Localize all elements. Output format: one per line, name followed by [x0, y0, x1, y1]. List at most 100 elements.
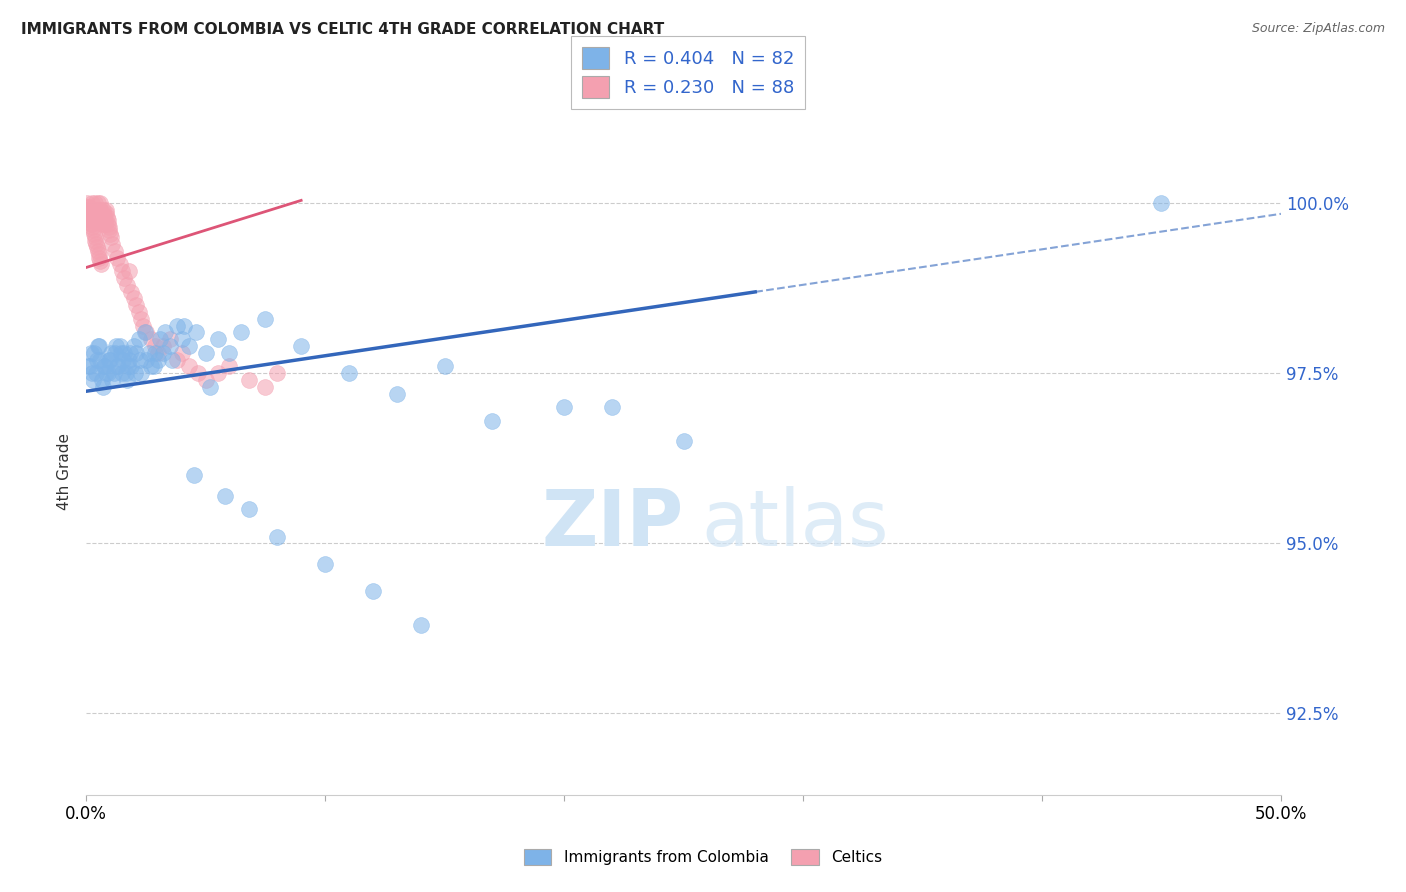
- Point: [266, 366, 288, 380]
- Point: [121, 285, 143, 299]
- Point: [89, 206, 111, 220]
- Point: [153, 326, 176, 340]
- Point: [207, 366, 229, 380]
- Point: [89, 339, 111, 353]
- Point: [200, 380, 222, 394]
- Point: [112, 271, 135, 285]
- Point: [553, 401, 575, 415]
- Legend: Immigrants from Colombia, Celtics: Immigrants from Colombia, Celtics: [517, 843, 889, 871]
- Point: [152, 346, 174, 360]
- Point: [173, 318, 195, 333]
- Point: [97, 217, 120, 231]
- Point: [118, 352, 141, 367]
- Point: [104, 244, 127, 258]
- Point: [87, 196, 110, 211]
- Point: [100, 230, 122, 244]
- Point: [129, 311, 152, 326]
- Point: [84, 234, 107, 248]
- Point: [89, 196, 111, 211]
- Point: [115, 277, 138, 292]
- Point: [266, 529, 288, 543]
- Point: [82, 373, 104, 387]
- Point: [79, 210, 101, 224]
- Point: [218, 359, 240, 374]
- Point: [79, 210, 101, 224]
- Point: [218, 346, 240, 360]
- Point: [83, 227, 105, 241]
- Point: [90, 257, 112, 271]
- Legend: R = 0.404   N = 82, R = 0.230   N = 88: R = 0.404 N = 82, R = 0.230 N = 88: [571, 36, 806, 109]
- Point: [79, 213, 101, 227]
- Point: [254, 380, 277, 394]
- Point: [91, 202, 114, 217]
- Point: [84, 202, 107, 217]
- Point: [194, 346, 217, 360]
- Point: [600, 401, 623, 415]
- Point: [110, 346, 132, 360]
- Point: [132, 318, 155, 333]
- Point: [77, 200, 100, 214]
- Point: [84, 196, 107, 211]
- Point: [128, 332, 150, 346]
- Point: [80, 217, 103, 231]
- Point: [91, 380, 114, 394]
- Point: [187, 366, 209, 380]
- Point: [77, 206, 100, 220]
- Point: [86, 213, 108, 227]
- Point: [86, 352, 108, 367]
- Point: [1150, 196, 1173, 211]
- Point: [134, 326, 156, 340]
- Point: [101, 373, 124, 387]
- Point: [143, 359, 166, 374]
- Point: [103, 366, 125, 380]
- Point: [86, 236, 108, 251]
- Point: [146, 346, 169, 360]
- Point: [105, 359, 128, 374]
- Point: [138, 346, 160, 360]
- Point: [481, 414, 503, 428]
- Point: [177, 339, 200, 353]
- Point: [115, 373, 138, 387]
- Point: [86, 240, 108, 254]
- Point: [145, 346, 167, 360]
- Point: [90, 210, 112, 224]
- Point: [80, 196, 103, 211]
- Point: [238, 373, 260, 387]
- Point: [96, 206, 118, 220]
- Point: [290, 339, 312, 353]
- Point: [77, 202, 100, 217]
- Point: [90, 373, 112, 387]
- Point: [83, 230, 105, 244]
- Point: [125, 298, 148, 312]
- Point: [107, 359, 129, 374]
- Point: [194, 373, 217, 387]
- Point: [83, 346, 105, 360]
- Point: [139, 359, 162, 374]
- Point: [385, 386, 408, 401]
- Point: [112, 352, 135, 367]
- Point: [112, 346, 135, 360]
- Point: [170, 332, 193, 346]
- Point: [93, 359, 115, 374]
- Y-axis label: 4th Grade: 4th Grade: [58, 434, 72, 510]
- Point: [87, 247, 110, 261]
- Point: [166, 352, 188, 367]
- Point: [111, 264, 134, 278]
- Point: [145, 339, 167, 353]
- Point: [82, 223, 104, 237]
- Point: [183, 468, 205, 483]
- Point: [97, 352, 120, 367]
- Point: [96, 366, 118, 380]
- Point: [77, 359, 100, 374]
- Point: [135, 326, 157, 340]
- Point: [89, 251, 111, 265]
- Text: atlas: atlas: [702, 485, 889, 562]
- Point: [135, 352, 157, 367]
- Point: [80, 202, 103, 217]
- Point: [121, 359, 143, 374]
- Point: [128, 352, 150, 367]
- Point: [77, 206, 100, 220]
- Point: [337, 366, 360, 380]
- Point: [84, 366, 107, 380]
- Point: [104, 346, 127, 360]
